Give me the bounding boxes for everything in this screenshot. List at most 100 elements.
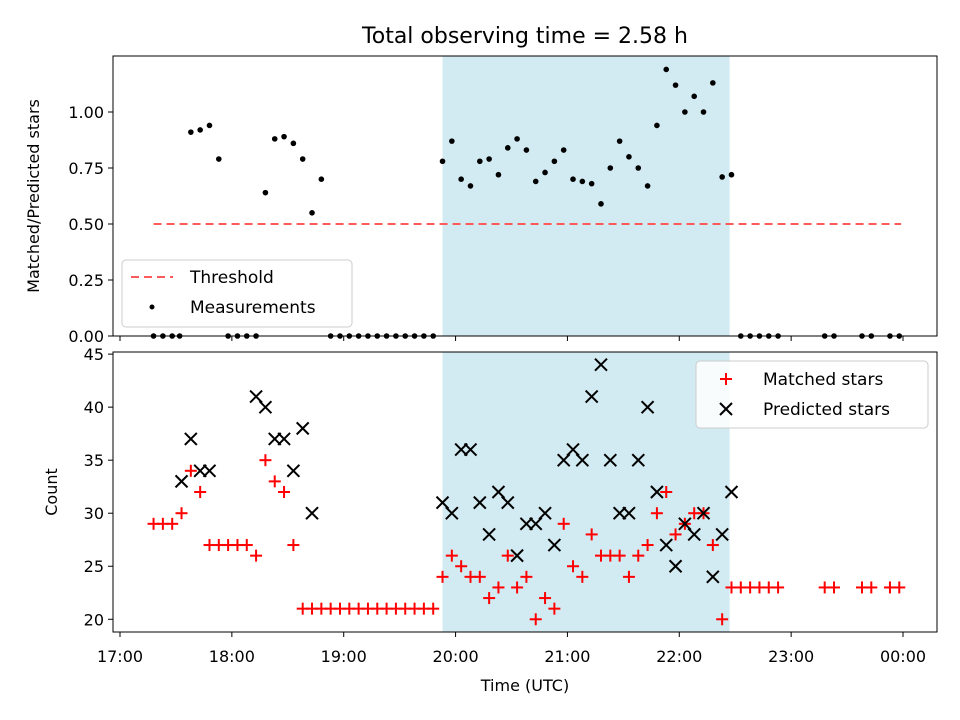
bottom-y-tick-label: 25	[84, 557, 104, 576]
measurement-point	[449, 138, 455, 144]
top-legend: Threshold Measurements	[121, 259, 353, 328]
matched-star-point	[865, 581, 878, 594]
measurement-point	[523, 147, 530, 153]
matched-star-point	[557, 517, 570, 530]
measurement-point	[598, 201, 604, 207]
predicted-star-point	[547, 538, 562, 552]
measurement-point	[477, 158, 483, 165]
bottom-panel: 20 25 30 35 40 45 17:00 18:00 19:00 20:00 21:00 22…	[42, 345, 938, 695]
top-y-tick-label: 0.50	[68, 215, 104, 234]
measurement-point	[206, 122, 213, 129]
bottom-legend: Matched stars Predicted stars	[695, 360, 929, 429]
matched-star-point	[828, 581, 841, 594]
measurement-point	[644, 183, 651, 189]
matched-star-point	[184, 464, 197, 477]
matched-star-point	[501, 549, 514, 562]
measurement-point	[719, 174, 725, 180]
matched-star-point	[613, 549, 626, 562]
measurement-point	[635, 165, 642, 171]
legend-matched-swatch	[720, 373, 732, 385]
matched-star-point	[548, 602, 561, 615]
matched-star-point	[483, 592, 496, 605]
predicted-star-point	[706, 570, 720, 584]
top-y-axis-label: Matched/Predicted stars	[24, 99, 43, 293]
predicted-star-point	[696, 506, 711, 520]
matched-star-point	[706, 539, 719, 552]
x-tick-label: 22:00	[656, 647, 702, 666]
predicted-star-point	[687, 527, 701, 542]
predicted-star-point	[538, 506, 552, 520]
measurement-point	[439, 158, 446, 165]
matched-star-point	[278, 486, 291, 498]
x-tick-label: 19:00	[321, 647, 367, 666]
measurement-point	[579, 178, 586, 185]
matched-star-point	[632, 549, 645, 562]
x-tick-label: 00:00	[880, 647, 926, 666]
matched-star-point	[473, 570, 486, 583]
bottom-x-axis: 17:00 18:00 19:00 20:00 21:00 22:00 23:00 00:00	[97, 632, 926, 666]
predicted-star-point	[174, 474, 189, 489]
matched-star-point	[445, 549, 458, 562]
predicted-star-point	[463, 442, 478, 457]
bottom-y-tick-label: 45	[84, 345, 104, 364]
legend-matched-label: Matched stars	[763, 370, 883, 390]
top-shaded-interval	[442, 56, 730, 336]
x-axis-label: Time (UTC)	[480, 676, 569, 695]
top-x-ticks	[119, 336, 904, 341]
measurement-point	[271, 136, 278, 142]
measurement-point	[710, 80, 716, 86]
top-panel: 0.00 0.25 0.50 0.75 1.00 Matched/Predicted s…	[24, 55, 938, 346]
matched-star-point	[529, 613, 542, 626]
measurement-point	[281, 133, 287, 140]
legend-predicted-swatch	[719, 402, 733, 416]
predicted-star-point	[510, 548, 524, 563]
matched-star-point	[716, 613, 729, 626]
measurement-point	[551, 158, 558, 165]
predicted-star-point	[724, 485, 739, 499]
predicted-star-point	[305, 506, 319, 520]
predicted-star-point	[482, 527, 496, 542]
matched-star-point	[660, 486, 673, 498]
matched-star-point	[240, 539, 253, 552]
measurement-point	[691, 93, 697, 100]
matched-star-point	[268, 475, 281, 488]
measurement-point	[560, 147, 567, 153]
x-tick-label: 21:00	[544, 647, 590, 666]
bottom-panel-frame	[112, 351, 938, 633]
bottom-y-axis-label: Count	[42, 468, 61, 516]
x-tick-label: 18:00	[209, 647, 255, 666]
measurement-point	[570, 176, 576, 182]
measurement-point	[616, 138, 623, 144]
measurement-point	[607, 165, 614, 171]
matched-stars-points	[147, 454, 906, 626]
measurement-point	[728, 171, 735, 178]
predicted-stars-points	[174, 358, 739, 584]
x-tick-label: 20:00	[433, 647, 479, 666]
matched-star-point	[585, 528, 598, 541]
matched-star-point	[669, 528, 682, 541]
predicted-star-point	[295, 421, 310, 436]
chart-title: Total observing time = 2.58 h	[361, 24, 688, 49]
legend-measurements-swatch	[149, 304, 155, 310]
top-y-tick-label: 0.75	[68, 159, 104, 178]
measurement-point	[514, 136, 520, 142]
measurement-point	[467, 183, 474, 189]
matched-star-point	[893, 581, 906, 594]
predicted-star-point	[445, 506, 459, 520]
bottom-y-tick-label: 20	[84, 610, 104, 629]
predicted-star-point	[622, 506, 636, 520]
matched-star-point	[194, 486, 207, 498]
matched-star-point	[287, 539, 300, 552]
measurement-point	[504, 145, 511, 151]
top-panel-frame	[112, 55, 938, 337]
matched-star-point	[175, 507, 188, 520]
matched-star-point	[436, 570, 449, 583]
measurement-point	[458, 176, 464, 182]
bottom-y-tick-label: 40	[84, 398, 104, 417]
measurement-point	[318, 176, 325, 182]
predicted-star-point	[575, 453, 590, 467]
bottom-y-tick-label: 30	[84, 504, 104, 523]
measurement-point	[542, 169, 548, 176]
matched-star-point	[641, 539, 654, 552]
